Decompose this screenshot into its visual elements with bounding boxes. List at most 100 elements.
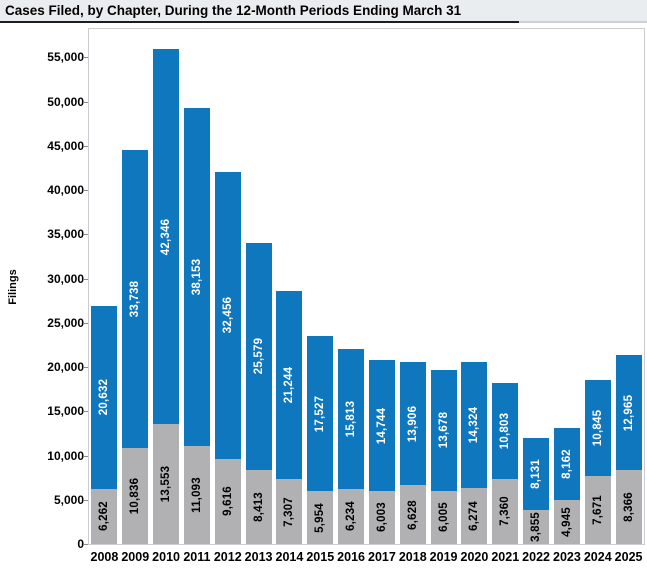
bar-slot-2018: 6,628 13,906 — [397, 29, 428, 544]
stacked-bar-2018: 6,628 13,906 — [399, 29, 426, 544]
y-tick-mark — [84, 499, 88, 501]
top-blue-segment: 38,153 — [183, 108, 210, 446]
bar-value-label: 33,738 — [129, 280, 142, 318]
bar-value-label: 6,262 — [98, 501, 111, 532]
bottom-gray-segment: 6,274 — [461, 488, 488, 544]
bar-slot-2016: 6,234 15,813 — [336, 29, 367, 544]
y-tick-mark — [84, 190, 88, 192]
bar-slot-2014: 7,307 21,244 — [274, 29, 305, 544]
bottom-gray-segment: 4,945 — [553, 500, 580, 544]
bar-slot-2015: 5,954 17,527 — [305, 29, 336, 544]
stacked-bar-2021: 7,360 10,803 — [492, 29, 519, 544]
x-axis-label-2019: 2019 — [429, 550, 458, 564]
bar-value-label: 10,803 — [499, 412, 512, 450]
y-tick-label: 10,000 — [47, 448, 84, 463]
bar-value-label: 42,346 — [160, 218, 173, 255]
top-blue-segment: 17,527 — [307, 336, 334, 492]
bar-value-label: 6,628 — [406, 499, 419, 530]
x-axis-label-2022: 2022 — [522, 550, 550, 564]
bar-value-label: 17,527 — [314, 395, 327, 432]
bar-value-label: 7,671 — [591, 495, 604, 525]
x-axis-label-2014: 2014 — [275, 550, 304, 564]
bar-value-label: 38,153 — [190, 258, 203, 296]
bar-value-label: 14,324 — [468, 406, 481, 444]
bar-value-label: 11,093 — [190, 477, 203, 513]
top-blue-segment: 33,738 — [122, 149, 149, 449]
stacked-bar-2015: 5,954 17,527 — [307, 29, 334, 544]
x-axis-label-2012: 2012 — [213, 550, 242, 564]
top-blue-segment: 15,813 — [338, 348, 365, 489]
bar-slot-2013: 8,413 25,579 — [243, 29, 274, 544]
stacked-bar-2014: 7,307 21,244 — [276, 29, 303, 544]
x-axis-label-2021: 2021 — [491, 550, 520, 564]
bottom-gray-segment: 7,307 — [276, 479, 303, 544]
y-axis-title: Filings — [7, 269, 19, 305]
stacked-bar-2010: 13,553 42,346 — [153, 29, 180, 544]
bar-value-label: 3,855 — [530, 512, 543, 542]
bar-value-label: 20,632 — [98, 379, 111, 416]
plot-area: 6,262 20,632 10,836 33,738 13,553 42,346 11,09… — [88, 28, 645, 545]
y-tick-label: 15,000 — [47, 404, 84, 419]
bottom-gray-segment: 3,855 — [523, 509, 550, 544]
bar-value-label: 13,553 — [160, 465, 173, 503]
bottom-gray-segment: 11,093 — [183, 445, 210, 544]
bottom-gray-segment: 6,234 — [338, 488, 365, 544]
stacked-bar-2025: 8,366 12,965 — [615, 29, 642, 544]
stacked-bar-2019: 6,005 13,678 — [430, 29, 457, 544]
bottom-gray-segment: 6,005 — [430, 490, 457, 544]
bottom-gray-segment: 9,616 — [214, 458, 241, 544]
bar-value-label: 6,234 — [345, 501, 358, 532]
y-tick-label: 30,000 — [47, 271, 84, 286]
chart-title-bar: Cases Filed, by Chapter, During the 12-M… — [0, 0, 647, 23]
top-blue-segment: 8,131 — [523, 437, 550, 510]
bar-value-label: 15,813 — [345, 400, 358, 438]
bar-value-label: 4,945 — [560, 507, 573, 538]
top-blue-segment: 13,678 — [430, 369, 457, 491]
bar-value-label: 21,244 — [283, 367, 296, 404]
x-axis-label-2017: 2017 — [368, 550, 396, 564]
top-blue-segment: 20,632 — [91, 306, 118, 489]
x-axis-label-2015: 2015 — [306, 550, 335, 564]
y-tick-mark — [84, 278, 88, 280]
stacked-bar-2009: 10,836 33,738 — [122, 29, 149, 544]
top-blue-segment: 14,744 — [368, 360, 395, 491]
stacked-bar-2012: 9,616 32,456 — [214, 29, 241, 544]
x-axis-label-2025: 2025 — [614, 550, 643, 564]
top-blue-segment: 14,324 — [461, 361, 488, 489]
bar-value-label: 5,954 — [314, 502, 327, 533]
y-tick-label: 45,000 — [47, 138, 84, 153]
y-tick-mark — [84, 455, 88, 457]
top-blue-segment: 21,244 — [276, 291, 303, 480]
bottom-gray-segment: 8,413 — [245, 469, 272, 544]
x-axis-label-2013: 2013 — [244, 550, 273, 564]
y-tick-label: 35,000 — [47, 227, 84, 242]
bar-value-label: 10,845 — [591, 409, 604, 447]
bar-value-label: 25,579 — [252, 338, 265, 375]
bar-value-label: 6,003 — [375, 502, 388, 533]
bar-slot-2012: 9,616 32,456 — [212, 29, 243, 544]
chart-title: Cases Filed, by Chapter, During the 12-M… — [5, 3, 462, 18]
bar-value-label: 7,360 — [499, 496, 512, 527]
x-axis-label-2008: 2008 — [90, 550, 119, 564]
stacked-bar-2013: 8,413 25,579 — [245, 29, 272, 544]
x-axis-label-2024: 2024 — [583, 550, 612, 564]
y-tick-mark — [84, 234, 88, 236]
bar-slot-2020: 6,274 14,324 — [459, 29, 490, 544]
bar-value-label: 10,836 — [129, 477, 142, 515]
stacked-bar-2024: 7,671 10,845 — [584, 29, 611, 544]
bottom-gray-segment: 10,836 — [122, 448, 149, 544]
y-tick-mark — [84, 57, 88, 59]
bar-slot-2019: 6,005 13,678 — [428, 29, 459, 544]
x-axis-label-2023: 2023 — [553, 550, 581, 564]
y-tick-label: 40,000 — [47, 183, 84, 198]
x-axis-label-2018: 2018 — [398, 550, 427, 564]
bottom-gray-segment: 8,366 — [615, 469, 642, 544]
bar-value-label: 8,131 — [530, 459, 543, 489]
bar-slot-2023: 4,945 8,162 — [552, 29, 583, 544]
bar-value-label: 32,456 — [221, 297, 234, 334]
bar-value-label: 8,413 — [252, 491, 265, 522]
bar-slot-2021: 7,360 10,803 — [490, 29, 521, 544]
top-blue-segment: 25,579 — [245, 243, 272, 470]
top-blue-segment: 12,965 — [615, 355, 642, 470]
